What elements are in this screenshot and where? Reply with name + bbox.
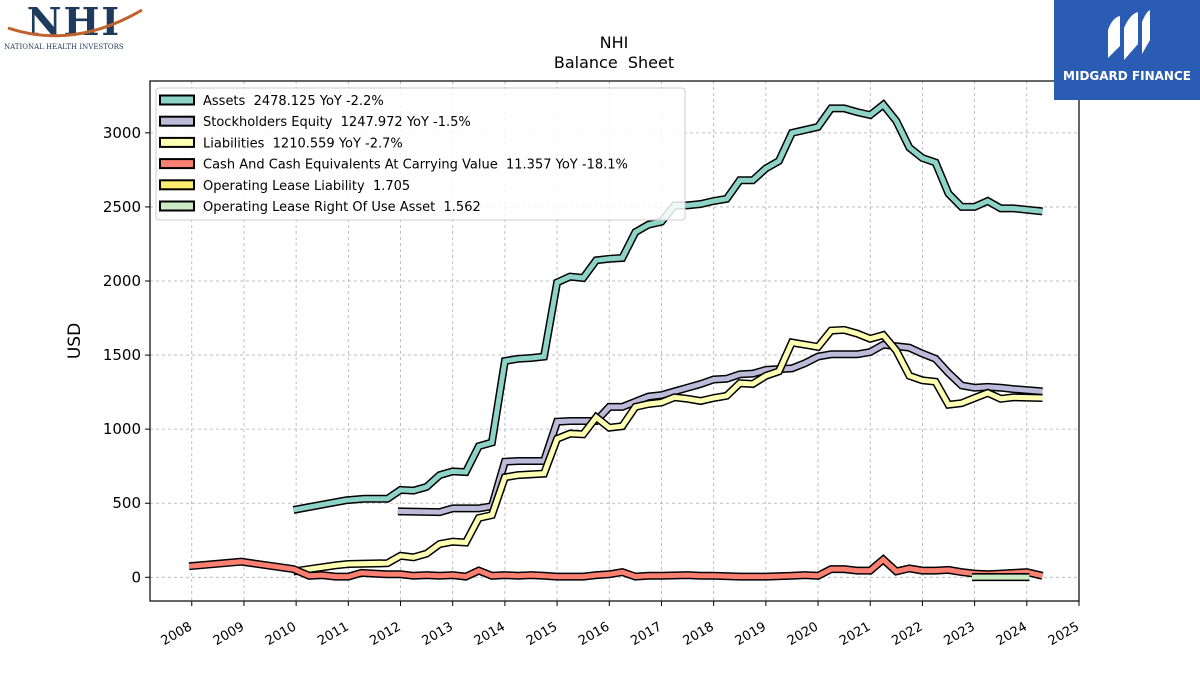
series-line	[293, 327, 1043, 574]
x-tick-label: 2009	[211, 619, 247, 649]
x-tick-label: 2017	[628, 619, 664, 649]
chart-subtitle: Balance Sheet	[554, 53, 674, 72]
y-axis-label: USD	[65, 323, 85, 359]
svg-text:NHI: NHI	[27, 2, 121, 44]
x-tick-label: 2014	[472, 619, 508, 649]
y-tick-label: 3000	[103, 124, 141, 142]
nhi-logo-mark: NHI	[7, 0, 143, 44]
series-3	[188, 554, 1044, 581]
y-tick-label: 0	[131, 568, 141, 586]
x-tick-label: 2011	[315, 619, 351, 649]
legend-label: Operating Lease Right Of Use Asset 1.562	[203, 200, 481, 215]
plot-frame	[149, 80, 1080, 602]
legend-swatch	[159, 158, 195, 170]
x-tick-label: 2020	[785, 619, 821, 649]
x-tick-label: 2008	[159, 619, 195, 649]
series-0	[292, 99, 1043, 514]
legend-swatch	[159, 115, 195, 127]
legend-swatch	[159, 179, 195, 191]
chart-title: NHI	[600, 33, 629, 52]
x-tick-label: 2010	[263, 619, 299, 649]
series-line	[188, 556, 1044, 580]
y-tick-label: 1500	[103, 346, 141, 364]
x-tick-label: 2024	[994, 619, 1030, 649]
x-tick-label: 2023	[942, 619, 978, 649]
legend-label: Stockholders Equity 1247.972 YoY -1.5%	[203, 115, 471, 130]
midgard-logo-mark	[1108, 10, 1150, 60]
x-tick-label: 2019	[733, 619, 769, 649]
midgard-logo-text: MIDGARD FINANCE	[1063, 69, 1191, 83]
legend-label: Assets 2478.125 YoY -2.2%	[203, 94, 384, 109]
x-tick-label: 2015	[524, 619, 560, 649]
y-tick-label: 1000	[103, 420, 141, 438]
legend-swatch	[159, 136, 195, 148]
legend: Assets 2478.125 YoY -2.2% Stockholders Eq…	[155, 87, 686, 221]
x-tick-label: 2016	[576, 619, 612, 649]
x-tick-label: 2013	[420, 619, 456, 649]
x-tick-label: 2022	[889, 619, 925, 649]
y-tick-label: 2500	[103, 198, 141, 216]
x-tick-label: 2021	[837, 619, 873, 649]
series-lines	[188, 99, 1044, 582]
y-tick-label: 500	[112, 494, 141, 512]
legend-label: Operating Lease Liability 1.705	[203, 179, 410, 194]
nhi-logo: NHI NATIONAL HEALTH INVESTORS	[4, 0, 144, 54]
series-line	[293, 101, 1043, 513]
legend-box	[155, 87, 686, 221]
series-line	[397, 342, 1043, 515]
x-tick-label: 2018	[681, 619, 717, 649]
series-1	[397, 340, 1043, 517]
series-2	[292, 325, 1043, 576]
y-tick-label: 2000	[103, 272, 141, 290]
midgard-finance-logo: MIDGARD FINANCE	[1054, 0, 1200, 100]
legend-label: Cash And Cash Equivalents At Carrying Va…	[203, 158, 628, 173]
x-tick-label: 2012	[367, 619, 403, 649]
legend-swatch	[159, 94, 195, 106]
x-tick-label: 2025	[1046, 619, 1082, 649]
legend-label: Liabilities 1210.559 YoY -2.7%	[203, 136, 403, 151]
legend-swatch	[159, 200, 195, 212]
nhi-logo-subtitle: NATIONAL HEALTH INVESTORS	[4, 43, 124, 51]
series-outline	[292, 325, 1043, 576]
